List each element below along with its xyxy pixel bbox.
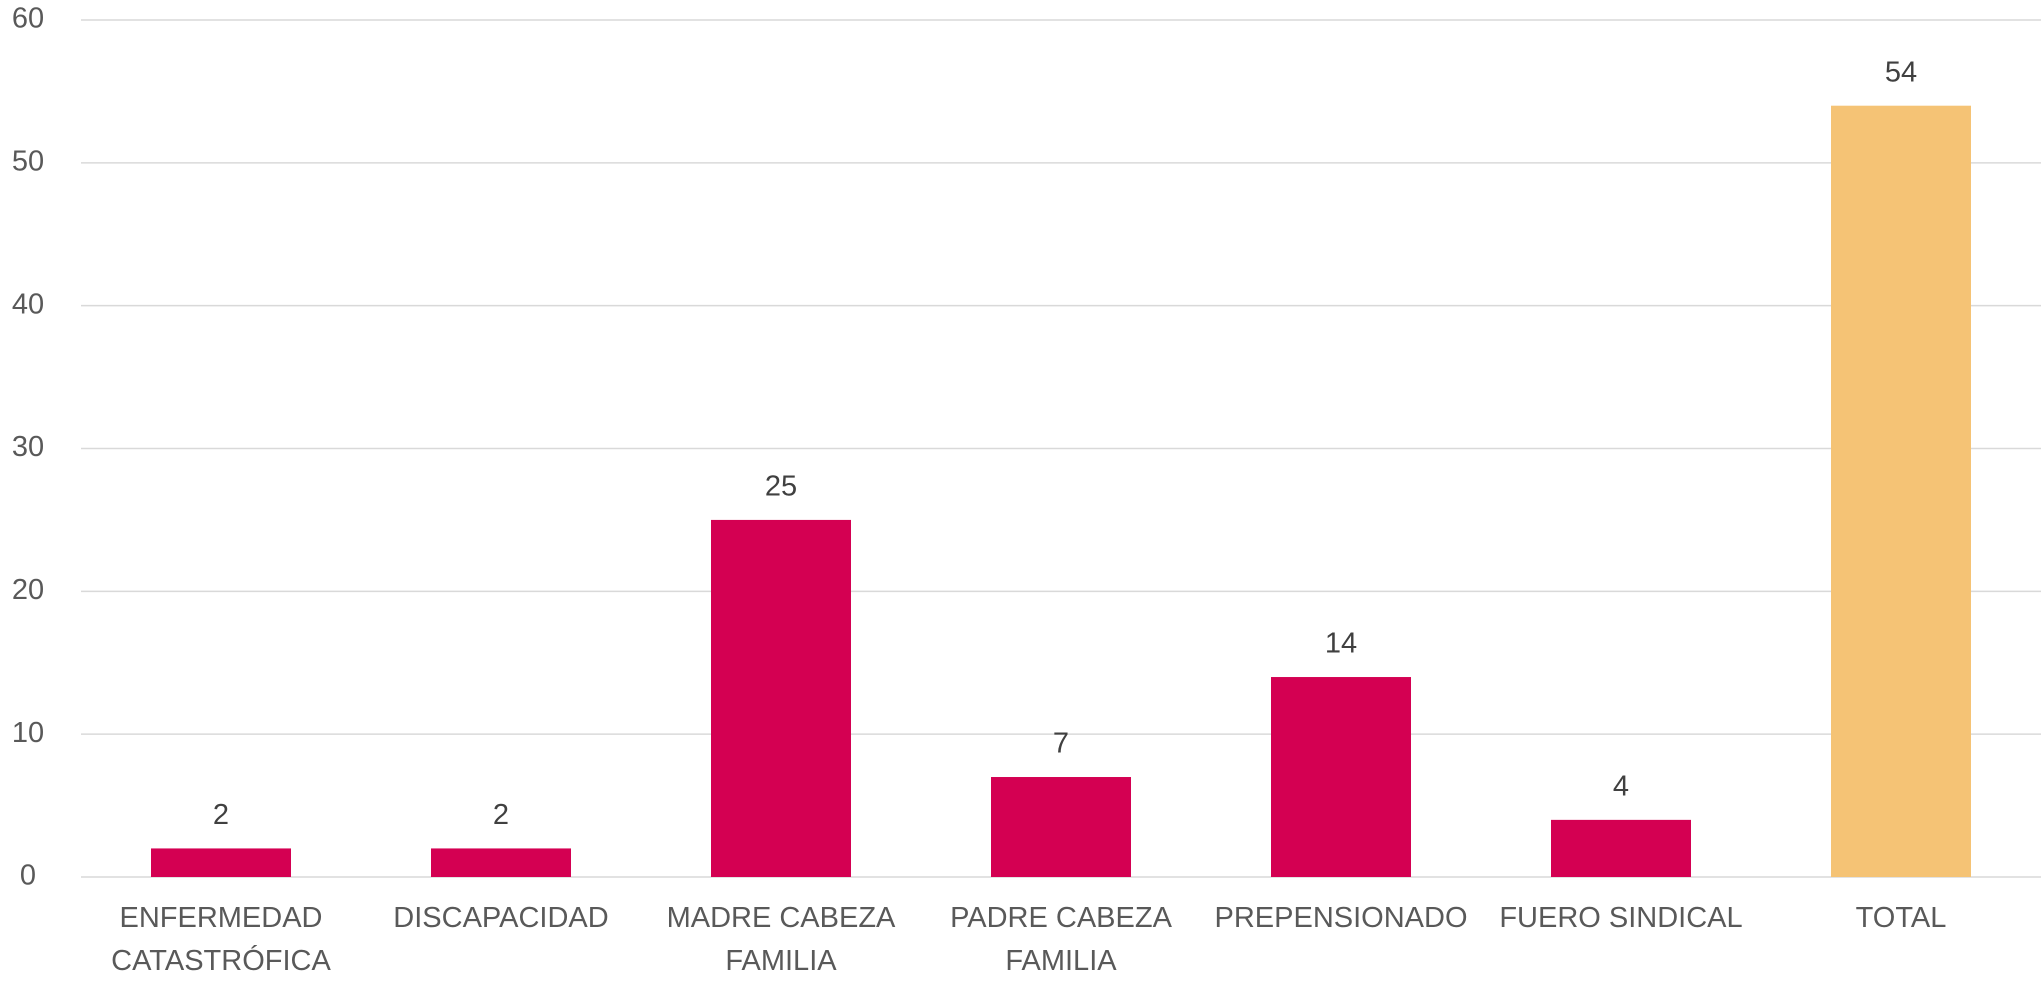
bar bbox=[431, 848, 571, 877]
data-label: 2 bbox=[493, 799, 509, 831]
y-tick-label: 30 bbox=[12, 431, 44, 463]
bar bbox=[711, 519, 851, 877]
data-label: 2 bbox=[213, 799, 229, 831]
data-label: 25 bbox=[765, 471, 797, 503]
data-label: 7 bbox=[1053, 728, 1069, 760]
data-label: 54 bbox=[1885, 56, 1917, 88]
x-tick-label: PADRE CABEZA FAMILIA bbox=[950, 902, 1172, 977]
bar bbox=[1271, 677, 1411, 877]
y-tick-label: 40 bbox=[12, 288, 44, 320]
x-tick-label: ENFERMEDAD CATASTRÓFICA bbox=[111, 902, 331, 977]
y-tick-label: 0 bbox=[20, 860, 36, 892]
y-tick-label: 20 bbox=[12, 574, 44, 606]
bar bbox=[1831, 105, 1971, 877]
bar bbox=[1551, 819, 1691, 877]
x-tick-label: DISCAPACIDAD bbox=[393, 902, 609, 934]
y-tick-label: 60 bbox=[12, 3, 44, 35]
y-tick-label: 10 bbox=[12, 717, 44, 749]
x-tick-label: TOTAL bbox=[1855, 902, 1947, 934]
x-tick-label: FUERO SINDICAL bbox=[1499, 902, 1743, 934]
x-tick-label: PREPENSIONADO bbox=[1214, 902, 1468, 934]
bar bbox=[151, 848, 291, 877]
data-label: 14 bbox=[1325, 628, 1357, 660]
y-tick-label: 50 bbox=[12, 145, 44, 177]
data-label: 4 bbox=[1613, 771, 1629, 803]
x-tick-label: MADRE CABEZA FAMILIA bbox=[666, 902, 896, 977]
bar bbox=[991, 777, 1131, 877]
